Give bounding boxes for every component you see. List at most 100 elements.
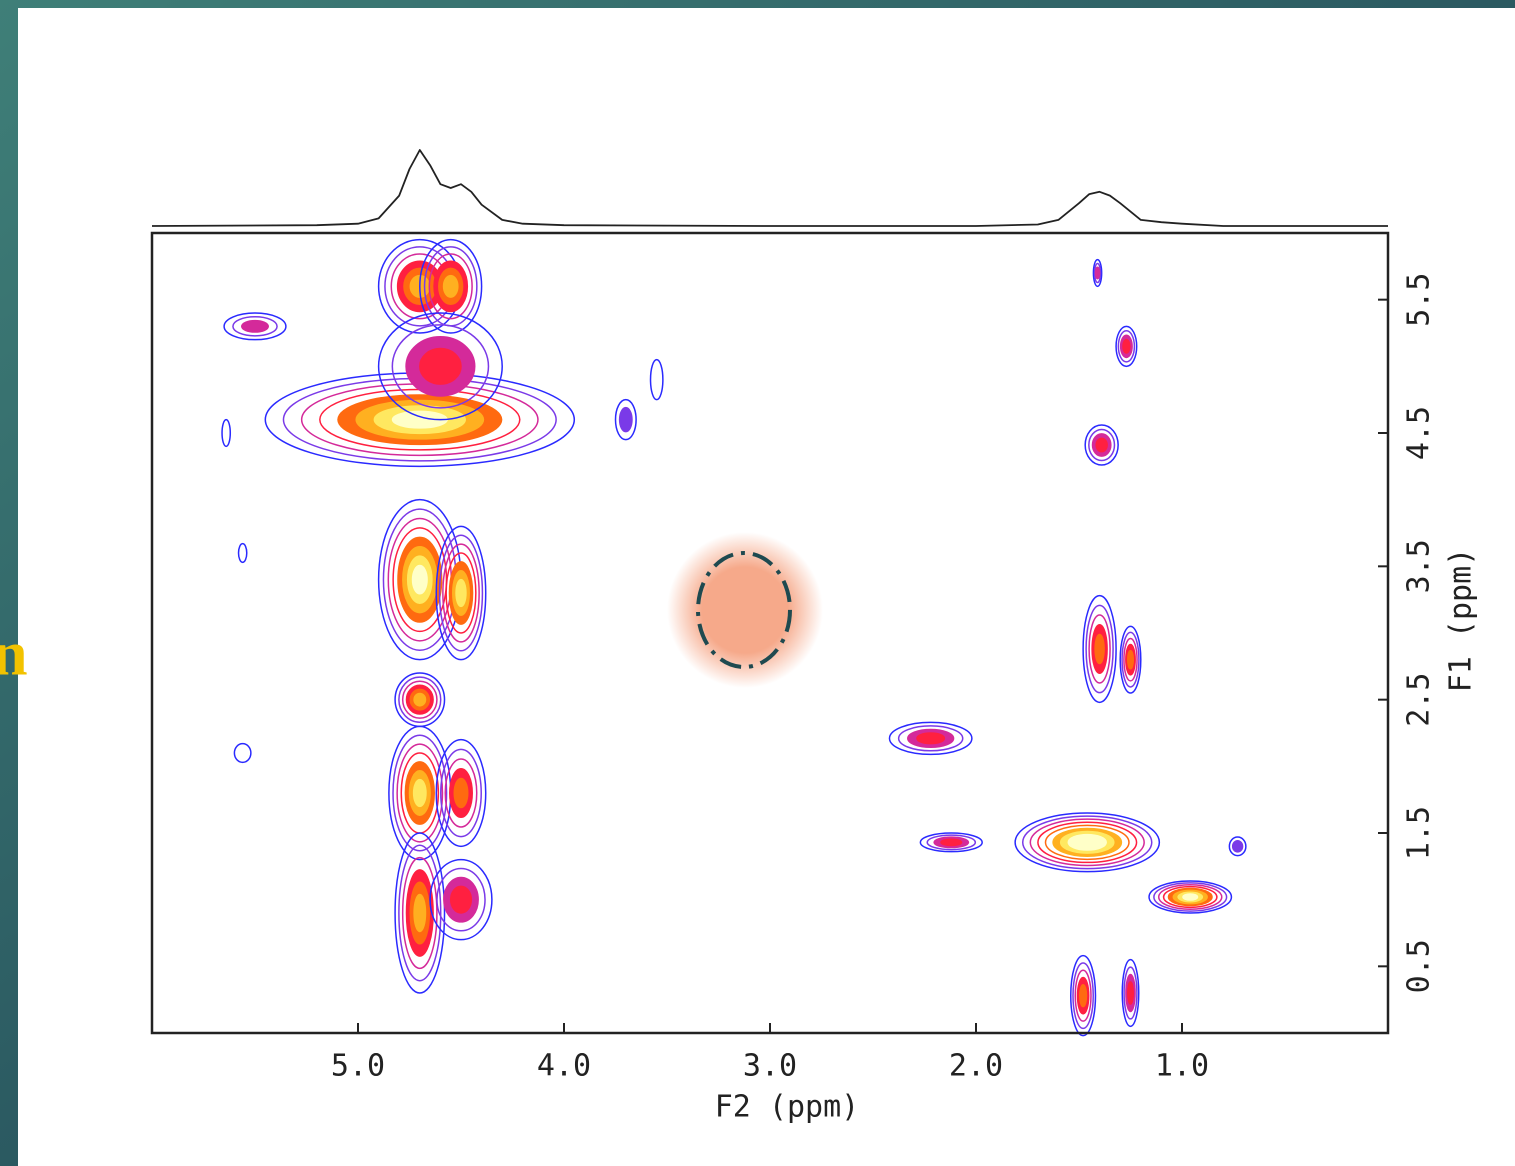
contour-level (221, 418, 232, 448)
contour-level (1082, 594, 1117, 704)
contour-level (401, 856, 438, 970)
contour-level (1228, 836, 1247, 857)
y-tick-label: 4.5 (1402, 406, 1437, 460)
contour-level (1094, 633, 1105, 665)
contour-level (232, 316, 278, 337)
y-tick-label: 2.5 (1402, 673, 1437, 727)
y-axis-label: F1 (ppm) (1444, 548, 1479, 693)
contour-level (429, 858, 493, 941)
contour-level (1122, 338, 1131, 354)
contour-level (398, 676, 442, 723)
contour-level (223, 312, 287, 341)
contour-level (412, 778, 427, 808)
contour-level (413, 692, 427, 707)
contour-level (1088, 428, 1116, 462)
contour-level (1119, 625, 1142, 694)
contour-level (916, 732, 946, 745)
projection-trace (151, 149, 1388, 227)
x-tick-label: 4.0 (537, 1049, 591, 1084)
x-axis-label: F2 (ppm) (715, 1090, 860, 1125)
contour-level (442, 543, 480, 643)
y-tick-label: 5.5 (1402, 273, 1437, 327)
contour-level (1127, 981, 1134, 1005)
contour-level (438, 534, 484, 652)
contour-level (1148, 880, 1233, 914)
contour-level (455, 578, 467, 608)
contour-level (1117, 330, 1136, 363)
contour-level (377, 312, 503, 421)
y-tick-label: 3.5 (1402, 539, 1437, 593)
contour-level (413, 893, 427, 933)
contour-level (926, 834, 977, 851)
contour-level (1072, 962, 1094, 1030)
contour-level (1085, 604, 1114, 694)
contour-level (1126, 649, 1135, 670)
contour-level (1075, 836, 1100, 848)
contour-level (398, 844, 442, 982)
x-tick-label: 3.0 (743, 1049, 797, 1084)
contour-level (1029, 818, 1145, 867)
contour-level (897, 725, 964, 752)
contour-level (237, 542, 248, 564)
contour-level (1092, 258, 1103, 288)
x-tick-label: 5.0 (331, 1049, 385, 1084)
contour-level (649, 358, 664, 401)
contour-level (1121, 958, 1140, 1028)
contour-level (1044, 824, 1130, 861)
contour-level (396, 743, 444, 843)
contour-level (1123, 966, 1138, 1020)
contour-level (394, 832, 446, 994)
contour-level (919, 832, 983, 853)
contour-level (1014, 812, 1161, 873)
contour-level (241, 319, 269, 333)
contour-level (1182, 893, 1199, 901)
contour-level (1157, 884, 1223, 910)
contour-level (1123, 637, 1138, 682)
contour-level (1074, 969, 1092, 1022)
side-text: n (0, 618, 28, 689)
plot (221, 238, 1247, 1037)
contour-level (419, 347, 462, 385)
contour-level (453, 777, 469, 809)
highlight-glow (667, 532, 823, 688)
contour-level (401, 680, 438, 719)
contour-level (419, 238, 483, 334)
y-tick-label: 1.5 (1402, 806, 1437, 860)
contour-level (1037, 821, 1138, 864)
x-tick-label: 1.0 (1155, 1049, 1209, 1084)
contour-level (1088, 614, 1111, 684)
contour-level (618, 406, 633, 433)
contour-level (1121, 631, 1140, 688)
contour-level (428, 253, 473, 320)
contour-level (1115, 325, 1138, 368)
contour-level (1153, 882, 1228, 912)
contour-level (449, 885, 473, 914)
contour-level (435, 525, 487, 661)
highlight-ring (696, 551, 792, 669)
contour-level (411, 564, 428, 595)
contour-level (1231, 839, 1244, 853)
contour-level (445, 552, 477, 634)
contour-level (392, 734, 448, 852)
contour-level (444, 758, 478, 828)
contour-level (940, 838, 963, 847)
contour-level (614, 398, 637, 441)
contour-level (1095, 437, 1108, 453)
contour-level (435, 738, 487, 848)
contour-level (888, 721, 973, 756)
contour-level (391, 324, 490, 409)
contour-level (233, 742, 252, 764)
contour-level (1070, 954, 1097, 1037)
y-tick-label: 0.5 (1402, 939, 1437, 993)
contour-level (1094, 266, 1101, 280)
contour-level (436, 867, 486, 932)
x-tick-label: 2.0 (949, 1049, 1003, 1084)
contour-level (1162, 885, 1218, 909)
contour-level (1078, 984, 1088, 1008)
contour-level (1093, 262, 1102, 284)
contour-level (1021, 815, 1153, 870)
contour-level (1084, 424, 1119, 466)
contour-level (442, 274, 459, 298)
contour-level (440, 748, 482, 838)
